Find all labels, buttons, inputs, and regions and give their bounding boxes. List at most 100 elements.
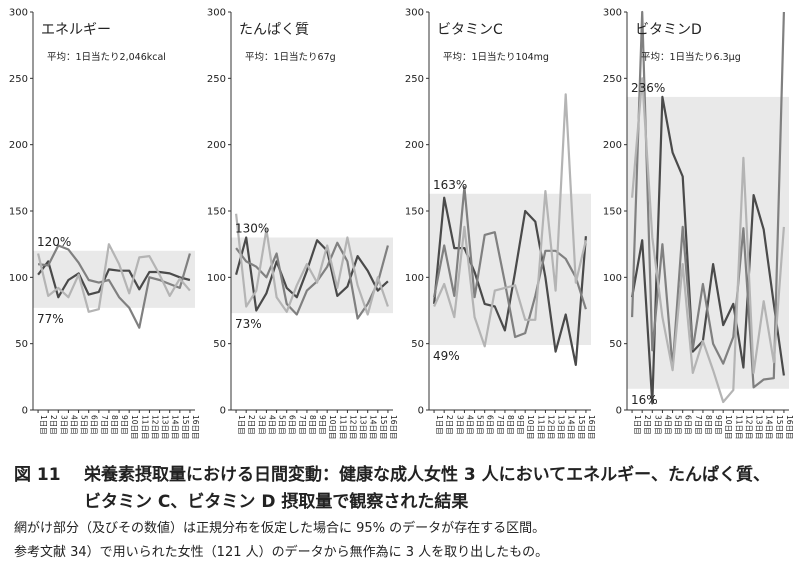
x-tick-label: 16日目 — [191, 415, 200, 440]
x-tick-label: 6日目 — [90, 415, 99, 435]
x-tick-label: 7日目 — [694, 415, 703, 435]
y-tick-label: 300 — [405, 8, 424, 19]
series-line-2 — [235, 241, 389, 320]
y-tick-label: 100 — [207, 273, 226, 284]
y-tick-label: 50 — [213, 339, 226, 350]
x-tick-label: 9日目 — [318, 415, 327, 435]
y-tick-label: 150 — [207, 207, 226, 218]
y-tick-label: 100 — [405, 273, 424, 284]
x-tick-label: 15日目 — [577, 415, 586, 440]
x-tick-label: 1日目 — [39, 415, 48, 435]
series-line-2 — [433, 186, 587, 339]
x-tick-label: 7日目 — [100, 415, 109, 435]
series-line-3 — [631, 77, 785, 404]
y-tick-label: 50 — [15, 339, 28, 350]
x-tick-label: 5日目 — [278, 415, 287, 435]
x-tick-label: 11日目 — [140, 415, 149, 440]
x-tick-label: 15日目 — [775, 415, 784, 440]
x-tick-label: 2日目 — [49, 415, 58, 435]
x-tick-label: 8日目 — [308, 415, 317, 435]
x-tick-label: 14日目 — [765, 415, 774, 440]
x-tick-label: 2日目 — [643, 415, 652, 435]
chart-title: エネルギー — [41, 22, 111, 38]
series-line-1 — [631, 95, 785, 405]
y-tick-label: 200 — [207, 140, 226, 151]
y-tick-label: 150 — [9, 207, 28, 218]
x-tick-label: 11日目 — [536, 415, 545, 440]
x-tick-label: 2日目 — [247, 415, 256, 435]
x-tick-label: 16日目 — [785, 415, 794, 440]
x-tick-label: 9日目 — [120, 415, 129, 435]
series-line-1 — [235, 236, 389, 312]
series-line-3 — [37, 243, 191, 313]
x-tick-label: 13日目 — [557, 415, 566, 440]
y-tick-label: 50 — [411, 339, 424, 350]
x-tick-label: 13日目 — [755, 415, 764, 440]
y-tick-label: 300 — [603, 8, 622, 19]
x-tick-label: 5日目 — [80, 415, 89, 435]
x-tick-label: 11日目 — [338, 415, 347, 440]
y-tick-label: 200 — [603, 140, 622, 151]
band-high-label: 236% — [631, 81, 665, 95]
x-tick-label: 1日目 — [237, 415, 246, 435]
x-tick-label: 16日目 — [389, 415, 398, 440]
x-tick-label: 12日目 — [546, 415, 555, 440]
chart-title: ビタミンC — [437, 22, 503, 38]
figure-note-line2: 参考文献 34）で用いられた女性（121 人）のデータから無作為に 3 人を取り… — [14, 545, 549, 560]
y-tick-label: 250 — [207, 74, 226, 85]
figure-note-line1: 網がけ部分（及びその数値）は正規分布を仮定した場合に 95% のデータが存在する… — [14, 521, 546, 536]
figure-title-line2: ビタミン C、ビタミン D 摂取量で観察された結果 — [84, 492, 469, 512]
series-line-3 — [235, 213, 389, 316]
band-high-label: 163% — [433, 178, 467, 192]
series-line-3 — [433, 93, 587, 348]
x-tick-label: 9日目 — [516, 415, 525, 435]
chart-title: たんぱく質 — [239, 22, 309, 38]
x-tick-label: 16日目 — [587, 415, 596, 440]
x-tick-label: 3日目 — [59, 415, 68, 435]
band-high-label: 130% — [235, 222, 269, 236]
x-tick-label: 12日目 — [150, 415, 159, 440]
y-tick-label: 150 — [603, 207, 622, 218]
chart-subtitle: 平均：1日当たり2,046kcal — [47, 51, 166, 63]
x-tick-label: 3日目 — [653, 415, 662, 435]
y-tick-label: 0 — [418, 406, 424, 417]
x-tick-label: 12日目 — [744, 415, 753, 440]
x-tick-label: 14日目 — [171, 415, 180, 440]
x-tick-label: 15日目 — [181, 415, 190, 440]
x-tick-label: 10日目 — [328, 415, 337, 440]
chart-subtitle: 平均：1日当たり6.3μg — [641, 51, 741, 63]
y-tick-label: 0 — [220, 406, 226, 417]
band-low-label: 77% — [37, 312, 64, 326]
x-tick-label: 6日目 — [486, 415, 495, 435]
x-tick-label: 5日目 — [674, 415, 683, 435]
series-line-2 — [631, 10, 785, 389]
figure-label: 図 11 — [14, 465, 61, 485]
x-tick-label: 6日目 — [288, 415, 297, 435]
x-tick-label: 14日目 — [369, 415, 378, 440]
x-tick-label: 9日目 — [714, 415, 723, 435]
band-low-label: 73% — [235, 317, 262, 331]
x-tick-label: 1日目 — [435, 415, 444, 435]
band-low-label: 16% — [631, 393, 658, 407]
x-tick-label: 8日目 — [506, 415, 515, 435]
x-tick-label: 11日目 — [734, 415, 743, 440]
x-tick-label: 4日目 — [69, 415, 78, 435]
x-tick-label: 5日目 — [476, 415, 485, 435]
x-tick-label: 10日目 — [130, 415, 139, 440]
band-high-label: 120% — [37, 235, 71, 249]
chart-subtitle: 平均：1日当たり67g — [245, 51, 336, 63]
y-tick-label: 100 — [603, 273, 622, 284]
chart-title: ビタミンD — [635, 22, 702, 38]
y-tick-label: 250 — [405, 74, 424, 85]
y-tick-label: 200 — [9, 140, 28, 151]
x-tick-label: 7日目 — [496, 415, 505, 435]
x-tick-label: 13日目 — [359, 415, 368, 440]
y-tick-label: 300 — [9, 8, 28, 19]
x-tick-label: 4日目 — [663, 415, 672, 435]
y-tick-label: 0 — [616, 406, 622, 417]
x-tick-label: 10日目 — [724, 415, 733, 440]
x-tick-label: 2日目 — [445, 415, 454, 435]
x-tick-label: 4日目 — [267, 415, 276, 435]
series-line-1 — [37, 260, 191, 299]
y-tick-label: 300 — [207, 8, 226, 19]
